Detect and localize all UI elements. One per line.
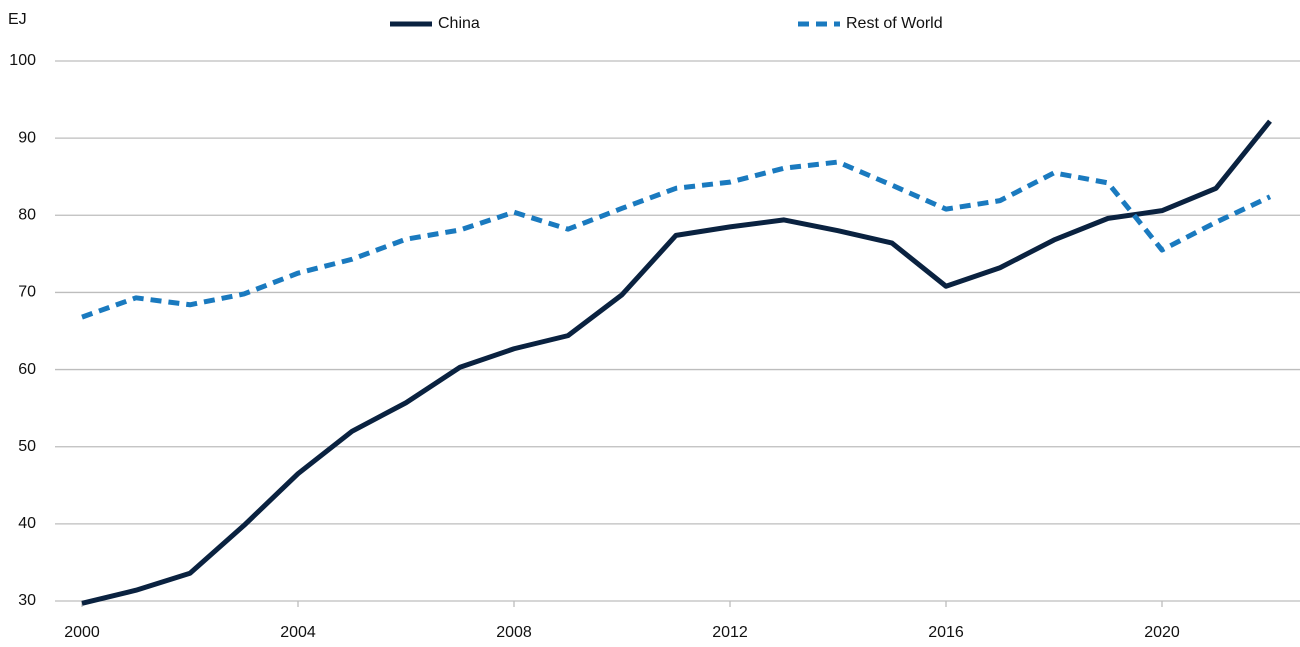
x-tick-label: 2012 (712, 624, 748, 641)
y-tick-label: 80 (18, 207, 36, 224)
y-tick-label: 50 (18, 438, 36, 455)
x-tick-label: 2016 (928, 624, 964, 641)
y-tick-label: 60 (18, 361, 36, 378)
y-tick-label: 100 (9, 52, 36, 69)
legend-label: China (438, 15, 480, 32)
x-tick-label: 2020 (1144, 624, 1180, 641)
line-series (81, 159, 1272, 320)
x-tick-label: 2004 (280, 624, 316, 641)
y-tick-label: 40 (18, 515, 36, 532)
legend-label: Rest of World (846, 15, 943, 32)
y-tick-label: 30 (18, 592, 36, 609)
line-series (81, 119, 1272, 606)
x-tick-label: 2000 (64, 624, 100, 641)
y-tick-label: 70 (18, 284, 36, 301)
y-axis-label: EJ (8, 11, 27, 28)
x-tick-label: 2008 (496, 624, 532, 641)
y-tick-label: 90 (18, 129, 36, 146)
